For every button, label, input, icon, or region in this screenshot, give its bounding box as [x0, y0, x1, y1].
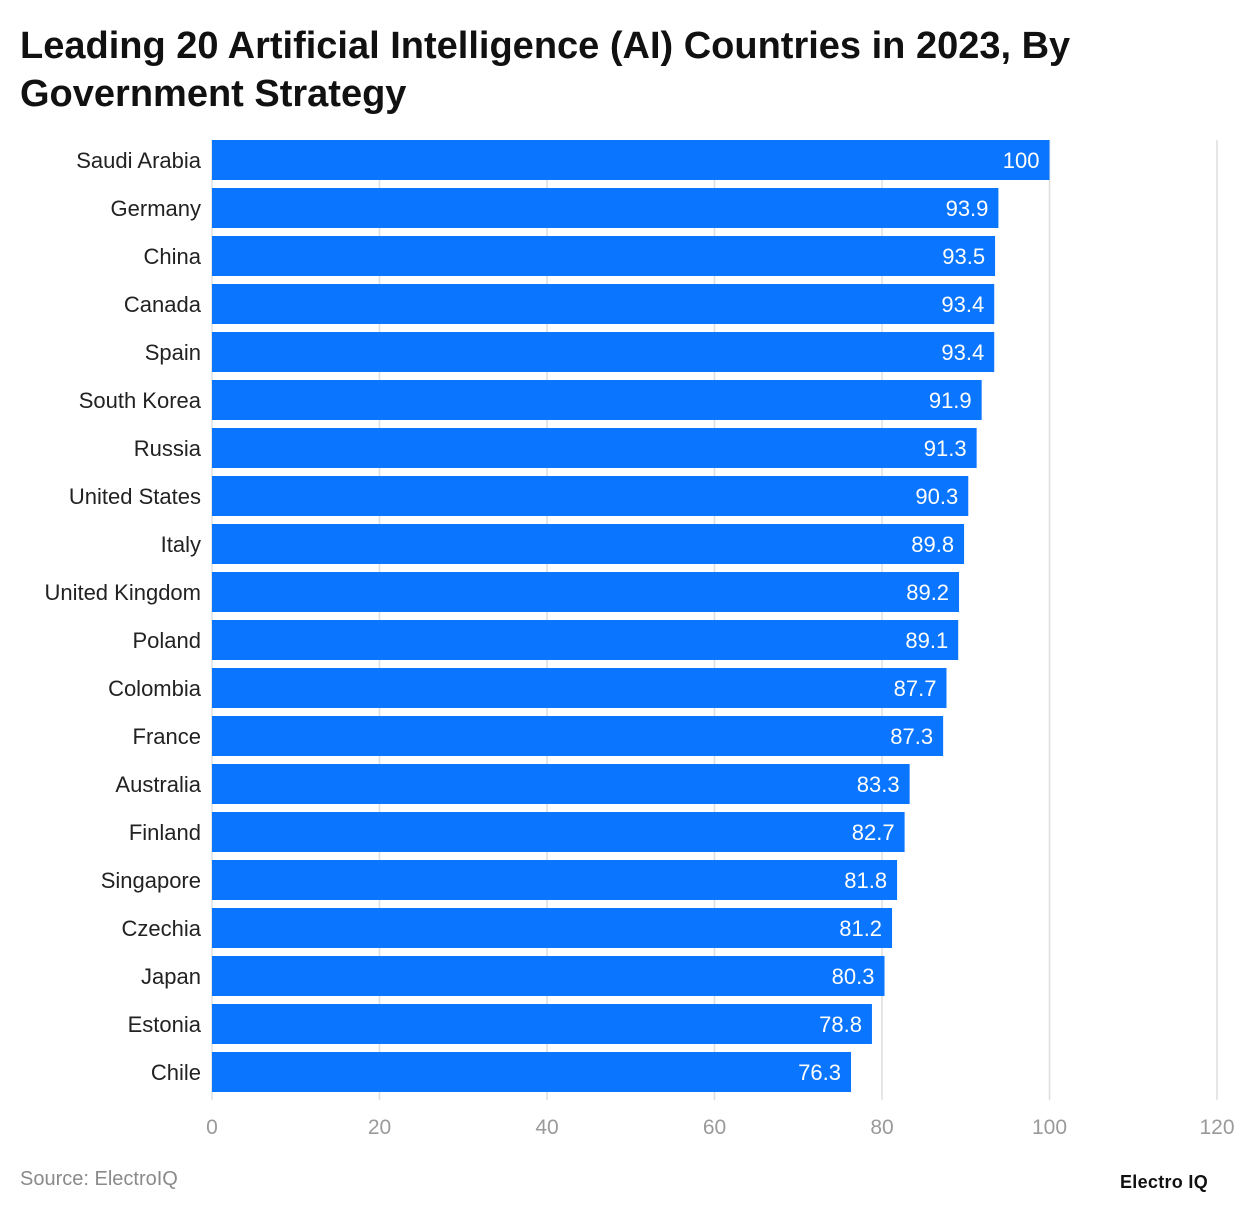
bar-value-label: 93.4 [941, 340, 984, 365]
category-label: Colombia [108, 676, 202, 701]
category-label: United Kingdom [44, 580, 201, 605]
bar [212, 620, 959, 660]
category-label: South Korea [79, 388, 202, 413]
bar-value-label: 90.3 [915, 484, 958, 509]
category-label: China [144, 244, 202, 269]
x-tick-label: 60 [703, 1116, 726, 1139]
category-label: Germany [111, 196, 201, 221]
category-label: United States [69, 484, 201, 509]
bar [212, 668, 947, 708]
bar [212, 764, 910, 804]
bar [212, 860, 898, 900]
bar-value-label: 80.3 [832, 964, 875, 989]
x-tick-label: 100 [1032, 1116, 1067, 1139]
x-axis-ticks: 0 20 40 60 80 100 120 [206, 1116, 1234, 1139]
category-label: Saudi Arabia [76, 148, 202, 173]
category-label: Italy [161, 532, 201, 557]
category-label: Australia [115, 772, 201, 797]
bar-value-label: 100 [1003, 148, 1040, 173]
bar [212, 812, 905, 852]
bar-value-label: 78.8 [819, 1012, 862, 1037]
bar [212, 284, 995, 324]
category-label: Canada [124, 292, 202, 317]
bar-value-label: 87.7 [894, 676, 937, 701]
bar-value-label: 89.2 [906, 580, 949, 605]
source-note: Source: ElectroIQ [20, 1168, 178, 1190]
bar-value-label: 93.5 [942, 244, 985, 269]
x-tick-label: 20 [368, 1116, 391, 1139]
bar-value-label: 91.9 [929, 388, 972, 413]
bar [212, 908, 893, 948]
bar-value-label: 89.1 [905, 628, 948, 653]
bar-value-label: 81.8 [844, 868, 887, 893]
bar-value-label: 93.4 [941, 292, 984, 317]
x-tick-label: 80 [870, 1116, 893, 1139]
bar-value-label: 76.3 [798, 1060, 841, 1085]
bar [212, 332, 995, 372]
category-label: Estonia [128, 1012, 202, 1037]
category-label: Czechia [122, 916, 202, 941]
bar [212, 380, 982, 420]
bar-value-label: 81.2 [839, 916, 882, 941]
bar [212, 140, 1050, 180]
bar-value-label: 91.3 [924, 436, 967, 461]
bars: 100 93.9 93.5 93.4 93.4 91.9 91.3 90.3 89.8 89.2 8… [212, 140, 1050, 1092]
bar-value-label: 89.8 [911, 532, 954, 557]
category-label: Chile [151, 1060, 201, 1085]
category-labels: Saudi Arabia Germany China Canada Spain South… [44, 148, 201, 1085]
bar-value-label: 93.9 [946, 196, 989, 221]
bar-value-label: 82.7 [852, 820, 895, 845]
x-tick-label: 40 [535, 1116, 558, 1139]
bar [212, 476, 969, 516]
chart-title: Leading 20 Artificial Intelligence (AI) … [20, 25, 1071, 115]
brand-logo: Electro IQ [1119, 1172, 1208, 1192]
category-label: France [133, 724, 201, 749]
category-label: Russia [134, 436, 202, 461]
bar-value-label: 83.3 [857, 772, 900, 797]
bar [212, 524, 965, 564]
bar-value-label: 87.3 [890, 724, 933, 749]
category-label: Spain [145, 340, 201, 365]
category-label: Singapore [101, 868, 201, 893]
category-label: Japan [141, 964, 201, 989]
bar [212, 1052, 852, 1092]
category-label: Poland [132, 628, 201, 653]
x-tick-label: 0 [206, 1116, 218, 1139]
bar [212, 956, 885, 996]
bar [212, 1004, 872, 1044]
bar [212, 236, 996, 276]
bar [212, 572, 960, 612]
x-tick-label: 120 [1199, 1116, 1234, 1139]
bar [212, 188, 999, 228]
category-label: Finland [129, 820, 201, 845]
bar [212, 428, 977, 468]
bar [212, 716, 944, 756]
